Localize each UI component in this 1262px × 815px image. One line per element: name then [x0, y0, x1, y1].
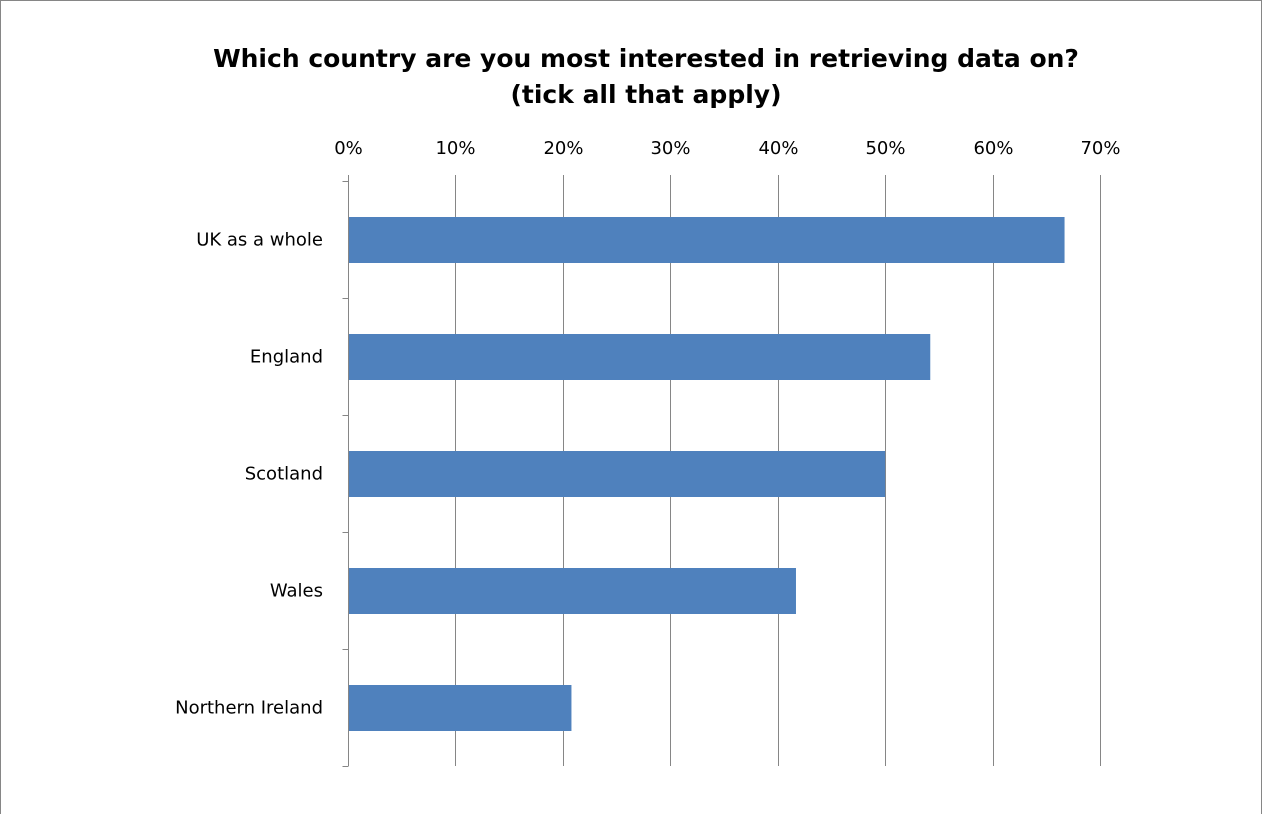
bar-0 [349, 217, 1065, 263]
bar-3 [349, 568, 796, 614]
x-tick-label-2: 20% [543, 138, 583, 159]
category-label-2: Scotland [245, 464, 323, 485]
chart-title-line-1: Which country are you most interested in… [213, 44, 1079, 73]
category-label-1: England [250, 347, 323, 368]
bar-1 [349, 334, 931, 380]
x-tick-label-0: 0% [334, 138, 363, 159]
chart-title-line-2: (tick all that apply) [510, 80, 782, 109]
bars [349, 217, 1065, 731]
x-tick-label-3: 30% [650, 138, 690, 159]
bar-2 [349, 451, 886, 497]
axes [342, 175, 1101, 767]
x-tick-label-7: 70% [1080, 138, 1120, 159]
category-label-0: UK as a whole [196, 230, 323, 251]
category-label-4: Northern Ireland [175, 698, 323, 719]
category-label-3: Wales [270, 581, 323, 602]
chart-title: Which country are you most interested in… [1, 41, 1262, 113]
x-tick-label-1: 10% [435, 138, 475, 159]
x-tick-label-5: 50% [865, 138, 905, 159]
x-tick-label-6: 60% [973, 138, 1013, 159]
y-axis-category-labels: UK as a whole England Scotland Wales Norther… [175, 230, 323, 719]
x-tick-label-4: 40% [758, 138, 798, 159]
bar-4 [349, 685, 572, 731]
x-axis-tick-labels: 0% 10% 20% 30% 40% 50% 60% 70% [334, 138, 1120, 159]
